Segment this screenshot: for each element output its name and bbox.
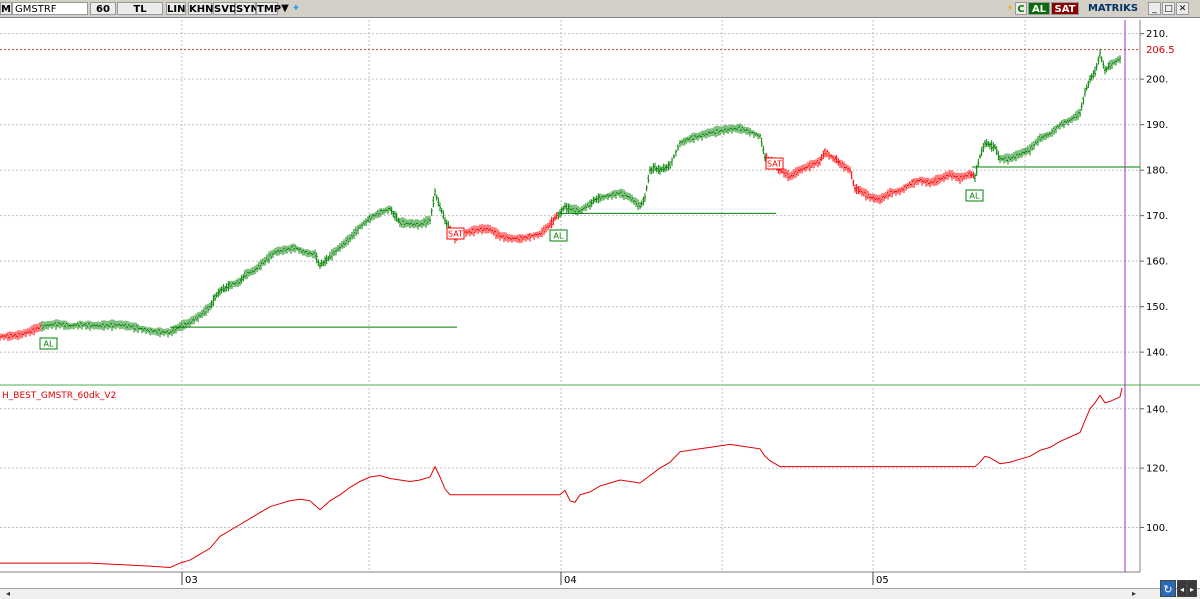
nav-next-icon[interactable]: ▸ bbox=[1187, 580, 1197, 597]
price-y-tick-label: 140. bbox=[1146, 348, 1168, 359]
khn-button[interactable]: KHN bbox=[188, 2, 214, 15]
price-y-tick-label: 190. bbox=[1146, 120, 1168, 131]
indicator-y-tick-label: 120. bbox=[1146, 464, 1168, 475]
svd-button[interactable]: SVD bbox=[213, 2, 238, 15]
twitter-bird-icon[interactable]: ✦ bbox=[291, 3, 301, 14]
price-y-tick-label: 180. bbox=[1146, 166, 1168, 177]
price-y-tick-label: 170. bbox=[1146, 211, 1168, 222]
indicator-y-tick-label: 140. bbox=[1146, 404, 1168, 415]
signal-marker-box bbox=[549, 229, 568, 242]
price-y-tick-label: 200. bbox=[1146, 75, 1168, 86]
indicator-panel: H_BEST_GMSTR_60dk_V2 bbox=[0, 387, 1123, 569]
dropdown-arrow-icon[interactable]: ▼ bbox=[281, 3, 289, 14]
signal-marker-box bbox=[965, 189, 984, 202]
price-panel: 206.5 AL SAT AL SAT AL bbox=[0, 45, 1175, 350]
indicator-title: H_BEST_GMSTR_60dk_V2 bbox=[2, 391, 116, 401]
current-price-label: 206.5 bbox=[1146, 45, 1175, 56]
price-y-tick-label: 210. bbox=[1146, 29, 1168, 40]
indicator-y-tick-label: 100. bbox=[1146, 523, 1168, 534]
signal-marker-label: AL bbox=[44, 340, 54, 349]
restore-icon[interactable]: □ bbox=[1162, 2, 1175, 15]
lightning-icon[interactable]: ⚡ bbox=[1006, 3, 1014, 14]
grid-lines bbox=[0, 20, 1200, 573]
scroll-right-icon[interactable]: ▸ bbox=[1131, 589, 1136, 598]
sym-button[interactable]: SYM bbox=[235, 2, 261, 15]
price-y-tick-label: 160. bbox=[1146, 257, 1168, 268]
close-icon[interactable]: ✕ bbox=[1176, 2, 1189, 15]
lin-button[interactable]: LIN bbox=[166, 2, 186, 15]
signal-marker-label: AL bbox=[554, 232, 564, 241]
signal-marker-box bbox=[765, 157, 784, 170]
axes: 210. 200. 190. 180. 170. 160. 150. 140. 140. 120.… bbox=[181, 20, 1168, 586]
refresh-icon[interactable]: ↻ bbox=[1160, 580, 1176, 597]
indicator-line bbox=[0, 387, 1123, 569]
price-y-tick-label: 150. bbox=[1146, 302, 1168, 313]
minimize-icon[interactable]: _ bbox=[1148, 2, 1161, 15]
interval-button[interactable]: 60 bbox=[90, 2, 116, 15]
scroll-left-icon[interactable]: ◂ bbox=[5, 589, 10, 598]
buy-button[interactable]: AL bbox=[1028, 2, 1050, 15]
x-tick-label: 04 bbox=[564, 575, 577, 586]
nav-prev-icon[interactable]: ◂ bbox=[1177, 580, 1187, 597]
c-button[interactable]: C bbox=[1015, 2, 1027, 15]
signal-marker-label: AL bbox=[970, 192, 980, 201]
matriks-logo: MATRIKS bbox=[1087, 3, 1139, 14]
sell-button[interactable]: SAT bbox=[1051, 2, 1079, 15]
signal-marker-label: SAT bbox=[448, 230, 463, 239]
menu-button[interactable]: M bbox=[0, 2, 12, 15]
chart-toolbar: M GMSTRF 60 TL LIN KHN SVD SYM TMP ▼ ✦ ⚡… bbox=[0, 0, 1200, 18]
x-tick-label: 03 bbox=[185, 575, 198, 586]
tmp-button[interactable]: TMP bbox=[256, 2, 282, 15]
signal-marker-box bbox=[39, 337, 58, 350]
bottom-scrollbar[interactable]: ◂ ▸ bbox=[0, 588, 1200, 599]
signal-marker-label: SAT bbox=[767, 160, 782, 169]
symbol-field[interactable]: GMSTRF bbox=[12, 2, 88, 15]
currency-button[interactable]: TL bbox=[117, 2, 163, 15]
x-tick-label: 05 bbox=[876, 575, 889, 586]
signal-marker-box bbox=[446, 227, 465, 240]
